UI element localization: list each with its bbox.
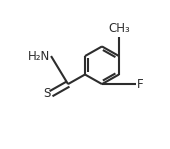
Text: S: S bbox=[43, 87, 50, 100]
Text: F: F bbox=[137, 78, 143, 91]
Text: H₂N: H₂N bbox=[28, 50, 50, 63]
Text: CH₃: CH₃ bbox=[108, 22, 130, 35]
